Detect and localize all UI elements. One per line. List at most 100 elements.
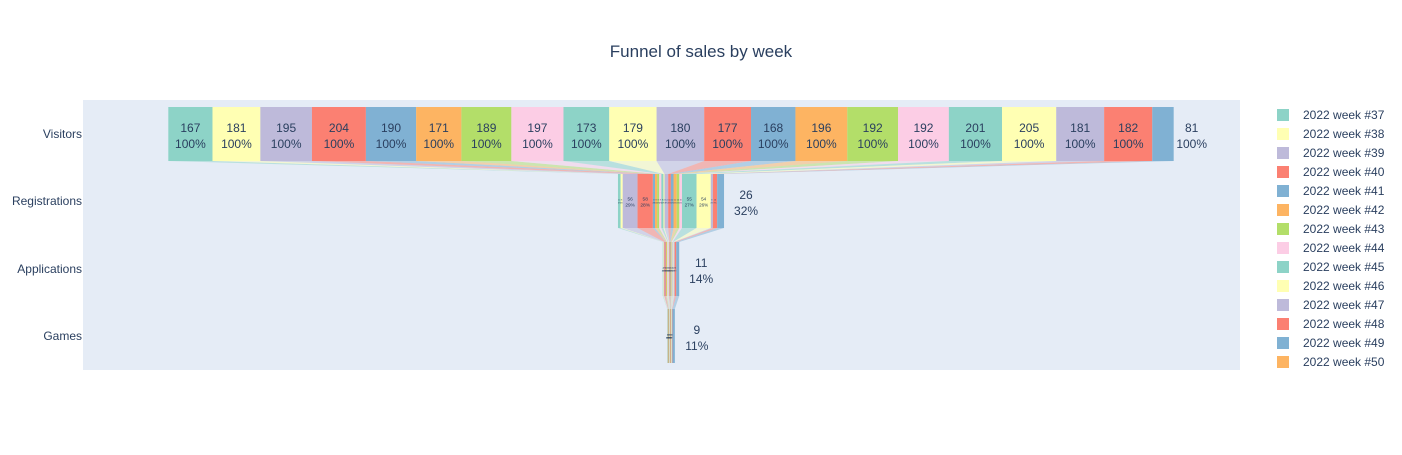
bar-value-label: 192 — [863, 121, 883, 135]
funnel-bar — [672, 309, 675, 363]
funnel-connector — [311, 161, 653, 174]
bar-value-label: 16 — [714, 200, 717, 202]
funnel-bar — [670, 309, 672, 363]
bar-value-label: 10 — [671, 200, 674, 202]
legend-item-label: 2022 week #45 — [1303, 260, 1385, 274]
bar-percent-label: 100% — [618, 137, 649, 151]
bar-percent-label: 100% — [271, 137, 302, 151]
bar-value-label: 10 — [668, 200, 671, 202]
funnel-connector — [712, 161, 1153, 174]
bar-percent-label: 1% — [667, 337, 670, 339]
bar-percent-label: 5% — [661, 202, 664, 204]
bar-value-label: 168 — [763, 121, 783, 135]
funnel-connector — [260, 161, 638, 174]
funnel-connector — [710, 161, 1105, 174]
funnel-connector — [668, 161, 752, 174]
funnel-bar — [668, 242, 669, 296]
bar-percent-label: 100% — [908, 137, 939, 151]
funnel-connector — [674, 228, 718, 242]
bar-percent-label: 2% — [666, 270, 669, 272]
funnel-connector — [671, 296, 674, 309]
bar-value-label: 179 — [623, 121, 643, 135]
funnel-bar — [670, 309, 672, 363]
bar-percent-label: 4% — [657, 202, 660, 204]
funnel-bar — [673, 242, 675, 296]
bar-value-label: 11 — [695, 256, 708, 270]
bar-percent-label: 1% — [668, 337, 671, 339]
bar-percent-label: 100% — [471, 137, 502, 151]
funnel-bar — [365, 107, 417, 161]
funnel-connector — [663, 296, 668, 309]
bar-percent-label: 1% — [668, 337, 671, 339]
funnel-connector — [679, 161, 949, 174]
funnel-bar — [1056, 107, 1105, 161]
funnel-bar — [669, 242, 671, 296]
bar-percent-label: 1% — [666, 337, 669, 339]
stage-label: Visitors — [43, 127, 82, 141]
funnel-connector — [617, 228, 664, 242]
funnel-bar — [667, 309, 669, 363]
funnel-bar — [663, 242, 665, 296]
funnel-connector — [696, 161, 1057, 174]
funnel-bar — [1002, 107, 1057, 161]
bar-percent-label: 32% — [734, 204, 758, 218]
legend-item-label: 2022 week #38 — [1303, 127, 1385, 141]
funnel-connector — [212, 161, 623, 174]
funnel-bar — [670, 242, 671, 296]
funnel-bar — [212, 107, 261, 161]
bar-percent-label: 2% — [663, 202, 666, 204]
bar-value-label: 173 — [576, 121, 596, 135]
bar-percent-label: 100% — [324, 137, 355, 151]
bar-percent-label: 1% — [672, 270, 675, 272]
funnel-connector — [365, 161, 655, 174]
bar-percent-label: 6% — [674, 202, 677, 204]
legend-item-label: 2022 week #49 — [1303, 336, 1385, 350]
funnel-bar — [673, 174, 677, 228]
bar-percent-label: 1% — [671, 270, 674, 272]
funnel-bar — [669, 309, 670, 363]
funnel-connector — [664, 296, 669, 309]
bar-percent-label: 27% — [685, 202, 694, 207]
bar-value-label: 10 — [680, 200, 683, 202]
bar-percent-label: 100% — [423, 137, 454, 151]
funnel-connector — [664, 228, 670, 242]
funnel-bar — [652, 174, 655, 228]
funnel-connector — [676, 228, 725, 242]
bar-value-label: 56 — [628, 196, 634, 202]
bar-percent-label: 100% — [758, 137, 789, 151]
bar-percent-label: 100% — [1065, 137, 1096, 151]
bar-value-label: 190 — [381, 121, 401, 135]
bar-percent-label: 0% — [670, 337, 673, 339]
funnel-connector — [663, 228, 669, 242]
stage-label: Registrations — [12, 194, 82, 208]
bar-value-label: 14 — [665, 200, 668, 202]
bar-percent-label: 1% — [667, 270, 670, 272]
funnel-bar — [664, 242, 666, 296]
funnel-bar — [669, 309, 671, 363]
bar-percent-label: 100% — [221, 137, 252, 151]
bar-value-label: 8 — [711, 200, 713, 202]
funnel-bar — [717, 174, 725, 228]
bar-percent-label: 100% — [571, 137, 602, 151]
funnel-connector — [671, 296, 674, 309]
bar-percent-label: 9% — [714, 202, 717, 204]
funnel-bar — [696, 174, 711, 228]
bar-percent-label: 5% — [655, 202, 658, 204]
legend-swatch — [1277, 204, 1289, 216]
bar-value-label: 5 — [664, 268, 666, 270]
funnel-bar — [663, 174, 665, 228]
funnel-bar — [847, 107, 899, 161]
bar-percent-label: 1% — [668, 337, 671, 339]
bar-percent-label: 5% — [679, 202, 682, 204]
bar-percent-label: 5% — [677, 202, 680, 204]
funnel-connector — [662, 296, 668, 309]
legend-swatch — [1277, 185, 1289, 197]
bar-value-label: 180 — [670, 121, 690, 135]
funnel-connector — [666, 296, 670, 309]
funnel-bar — [663, 242, 664, 296]
funnel-connector — [673, 228, 711, 242]
funnel-connector — [637, 228, 666, 242]
bar-percent-label: 100% — [522, 137, 553, 151]
